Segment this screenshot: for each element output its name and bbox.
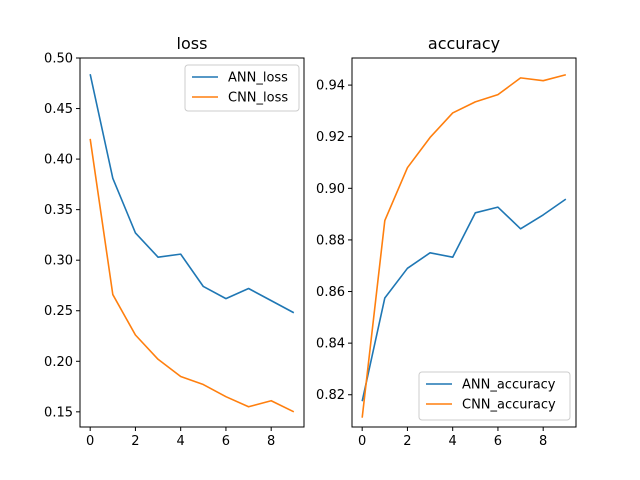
axes-frame: [79, 57, 305, 428]
y-tick-label: 0.35: [44, 203, 73, 218]
axes-frame: [351, 57, 577, 428]
y-tick-label: 0.90: [316, 182, 345, 197]
series-line-ANN_loss: [89, 74, 295, 314]
y-tick-label: 0.92: [316, 130, 345, 145]
x-tick-label: 8: [539, 434, 547, 449]
y-tick-label: 0.15: [44, 405, 73, 420]
x-tick-label: 4: [177, 434, 185, 449]
series-line-CNN_accuracy: [361, 73, 567, 418]
y-tick-label: 0.30: [44, 254, 73, 269]
chart-title: accuracy: [428, 34, 500, 53]
series-line-ANN_accuracy: [361, 198, 567, 402]
x-tick-label: 0: [358, 434, 366, 449]
y-tick-label: 0.86: [316, 285, 345, 300]
y-tick-label: 0.50: [44, 52, 73, 67]
subplot-0: loss 0 2 4 6 8 0.15 0.20 0.25 0.30 0.35 0.40 0.45 0.5…: [44, 34, 305, 449]
x-tick-label: 4: [449, 434, 457, 449]
x-tick-label: 6: [222, 434, 230, 449]
legend-label: CNN_accuracy: [462, 398, 556, 413]
legend: ANN_loss CNN_loss: [184, 64, 300, 112]
y-tick-label: 0.88: [316, 233, 345, 248]
x-tick-label: 2: [131, 434, 139, 449]
x-tick-label: 2: [403, 434, 411, 449]
legend-label: ANN_loss: [228, 71, 288, 86]
legend-label: CNN_loss: [228, 91, 288, 106]
y-tick-label: 0.82: [316, 388, 345, 403]
legend-box: [418, 371, 571, 421]
x-tick-label: 0: [86, 434, 94, 449]
legend: ANN_accuracy CNN_accuracy: [418, 371, 571, 421]
y-tick-label: 0.20: [44, 355, 73, 370]
x-tick-label: 6: [494, 434, 502, 449]
y-tick-label: 0.84: [316, 337, 345, 352]
y-tick-label: 0.25: [44, 304, 73, 319]
y-tick-label: 0.40: [44, 153, 73, 168]
chart-title: loss: [177, 34, 208, 53]
y-tick-label: 0.45: [44, 102, 73, 117]
legend-label: ANN_accuracy: [462, 378, 556, 393]
x-tick-label: 8: [267, 434, 275, 449]
y-tick-label: 0.94: [316, 79, 345, 94]
series-line-CNN_loss: [89, 138, 295, 413]
subplot-1: accuracy 0 2 4 6 8 0.82 0.84 0.86 0.88 0.90 0.92 0.9…: [316, 34, 577, 449]
